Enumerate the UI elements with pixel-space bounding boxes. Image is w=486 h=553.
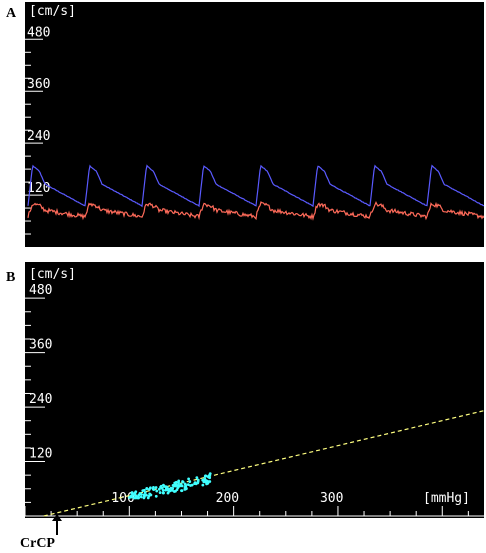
scatter-point: [208, 480, 212, 483]
scatter-point: [161, 488, 165, 492]
arrow-up-icon: [52, 514, 62, 535]
scatter-point: [180, 484, 184, 488]
scatter-point: [129, 494, 133, 498]
scatter-point: [181, 480, 184, 483]
panel-b-label: B: [6, 270, 16, 285]
y-tick-label: 360: [27, 77, 50, 92]
velocity-trace-chart: [cm/s] 480 360 240 120: [25, 4, 484, 235]
scatter-point: [152, 486, 155, 489]
scatter-point: [201, 483, 205, 487]
scatter-point: [174, 480, 178, 484]
x-tick-label: 300: [320, 491, 343, 506]
scatter-point: [144, 493, 148, 497]
x-tick-label: 100: [111, 491, 134, 506]
scatter-point: [134, 496, 138, 500]
y-tick-label: 120: [27, 181, 50, 196]
velocity-trace-panel: [cm/s] 480 360 240 120: [25, 2, 484, 247]
scatter-point: [139, 492, 143, 496]
scatter-point: [203, 478, 207, 481]
regression-line: [43, 410, 484, 517]
scatter-point: [169, 486, 173, 490]
pressure-velocity-chart: [cm/s]480 360 240 120 100 200 300 [mmHg]: [25, 267, 484, 517]
scatter-point: [158, 491, 162, 494]
scatter-point: [130, 491, 134, 494]
velocity-trace-upper: [27, 164, 484, 208]
scatter-point: [154, 494, 158, 498]
scatter-point: [180, 489, 184, 493]
scatter-point: [148, 492, 152, 496]
scatter-point: [183, 482, 187, 486]
scatter-point: [149, 486, 152, 490]
scatter-point: [161, 491, 165, 495]
scatter-point: [134, 490, 138, 494]
x-axis-label: [mmHg]: [423, 491, 470, 506]
scatter-point: [184, 484, 188, 488]
scatter-point: [143, 491, 147, 494]
scatter-point: [154, 486, 158, 489]
panel-a-label: A: [6, 6, 17, 21]
scatter-point: [188, 480, 192, 483]
y-tick-label: 480: [27, 25, 50, 40]
scatter-point: [187, 477, 191, 481]
scatter-point: [177, 481, 180, 485]
y-tick-label: 120: [29, 447, 52, 462]
scatter-point: [163, 485, 166, 488]
scatter-point: [132, 496, 136, 500]
crcp-annotation: CrCP: [20, 536, 55, 551]
scatter-point: [177, 479, 181, 483]
scatter-point: [172, 484, 176, 487]
y-axis-label: [cm/s]: [29, 267, 76, 282]
y-tick-label: 240: [29, 392, 52, 407]
scatter-point: [170, 488, 174, 492]
scatter-point: [190, 483, 194, 487]
scatter-point: [195, 476, 199, 480]
scatter-point: [204, 480, 208, 484]
velocity-trace-lower: [27, 200, 484, 221]
scatter-point: [142, 495, 146, 499]
scatter-point: [178, 484, 181, 488]
scatter-point: [145, 487, 149, 491]
scatter-point: [186, 483, 190, 487]
scatter-point: [196, 478, 200, 482]
y-tick-label: 360: [29, 338, 52, 353]
scatter-point: [194, 482, 198, 486]
scatter-point: [159, 484, 163, 488]
scatter-point: [141, 489, 145, 492]
y-tick-label: 480: [29, 283, 52, 298]
x-tick-label: 200: [216, 491, 239, 506]
scatter-point: [157, 487, 161, 491]
y-tick-label: 240: [27, 129, 50, 144]
scatter-point: [139, 495, 143, 499]
scatter-point: [155, 489, 159, 493]
scatter-point: [184, 487, 188, 490]
scatter-point: [206, 475, 210, 479]
scatter-point: [147, 494, 151, 498]
pressure-velocity-panel: [cm/s] 480 360 240 120 100 200 300 [mmHg]: [25, 262, 484, 518]
y-axis-label: [cm/s]: [29, 4, 76, 19]
scatter-point: [204, 474, 208, 478]
scatter-point: [172, 490, 176, 493]
